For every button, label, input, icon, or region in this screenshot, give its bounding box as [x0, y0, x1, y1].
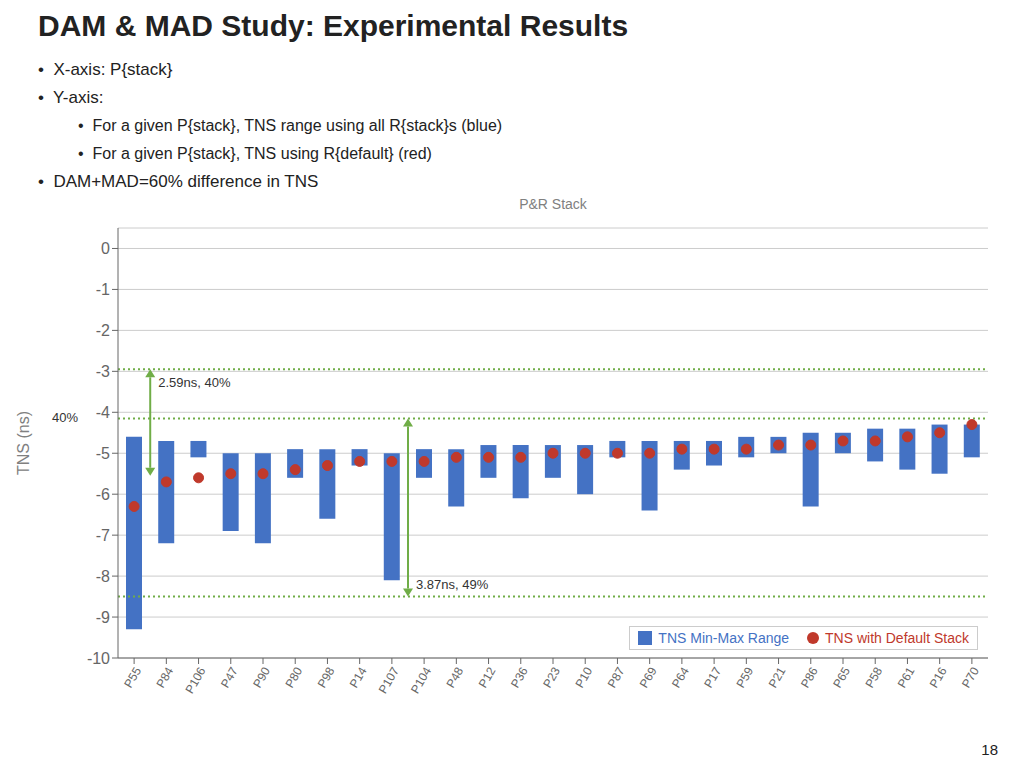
svg-text:-6: -6: [96, 486, 110, 503]
html-text:18: 18: [981, 741, 998, 758]
svg-text:P55: P55: [121, 664, 144, 690]
svg-text:P65: P65: [830, 664, 853, 690]
svg-text:P47: P47: [218, 664, 241, 690]
svg-text:P80: P80: [282, 664, 305, 690]
svg-text:P10: P10: [572, 664, 595, 690]
svg-text:P61: P61: [895, 664, 918, 690]
svg-text:P17: P17: [701, 664, 724, 690]
svg-text:P69: P69: [637, 664, 660, 690]
svg-text:P21: P21: [766, 664, 789, 690]
svg-text:P36: P36: [508, 664, 531, 690]
html-text:• For a given P{stack}, TNS us: • For a given P{stack}, TNS using R{defa…: [78, 145, 432, 162]
svg-text:P106: P106: [182, 664, 208, 696]
svg-text:-2: -2: [96, 322, 110, 339]
svg-text:P59: P59: [734, 664, 757, 690]
html-text:P&R Stack: P&R Stack: [519, 196, 587, 212]
svg-text:TNS (ns): TNS (ns): [15, 411, 32, 475]
html-text:• DAM+MAD=60% difference in TN: • DAM+MAD=60% difference in TNS: [38, 172, 319, 191]
svg-text:3.87ns, 49%: 3.87ns, 49%: [416, 577, 489, 592]
svg-text:-7: -7: [96, 527, 110, 544]
svg-text:P70: P70: [959, 664, 982, 690]
svg-text:-5: -5: [96, 445, 110, 462]
html-text:TNS with Default Stack: TNS with Default Stack: [825, 630, 969, 646]
svg-text:P107: P107: [376, 664, 402, 696]
html-text:TNS Min-Max Range: TNS Min-Max Range: [658, 630, 790, 646]
html-text:• For a given P{stack}, TNS ra: • For a given P{stack}, TNS range using …: [78, 117, 503, 134]
svg-text:P12: P12: [476, 664, 499, 690]
svg-text:P90: P90: [250, 664, 273, 690]
html-text:• X-axis: P{stack}: • X-axis: P{stack}: [38, 60, 173, 79]
svg-text:P23: P23: [540, 664, 563, 690]
svg-text:-4: -4: [96, 404, 110, 421]
svg-text:40%: 40%: [52, 410, 78, 425]
svg-text:P87: P87: [605, 664, 628, 690]
html-text:DAM & MAD Study: Experimental: DAM & MAD Study: Experimental Results: [38, 9, 629, 42]
svg-text:2.59ns, 40%: 2.59ns, 40%: [158, 375, 231, 390]
svg-text:P48: P48: [444, 664, 467, 690]
svg-text:P104: P104: [408, 664, 434, 696]
svg-text:P58: P58: [862, 664, 885, 690]
svg-text:P84: P84: [154, 664, 177, 690]
svg-text:-1: -1: [96, 281, 110, 298]
svg-text:-3: -3: [96, 363, 110, 380]
svg-text:P16: P16: [927, 664, 950, 690]
html-text:• Y-axis:: • Y-axis:: [38, 88, 104, 107]
svg-text:-9: -9: [96, 609, 110, 626]
svg-text:0: 0: [101, 240, 110, 257]
svg-text:P98: P98: [315, 664, 338, 690]
svg-text:-10: -10: [87, 650, 110, 667]
svg-text:-8: -8: [96, 568, 110, 585]
svg-text:P86: P86: [798, 664, 821, 690]
svg-text:P64: P64: [669, 664, 692, 690]
svg-text:P14: P14: [347, 664, 370, 690]
